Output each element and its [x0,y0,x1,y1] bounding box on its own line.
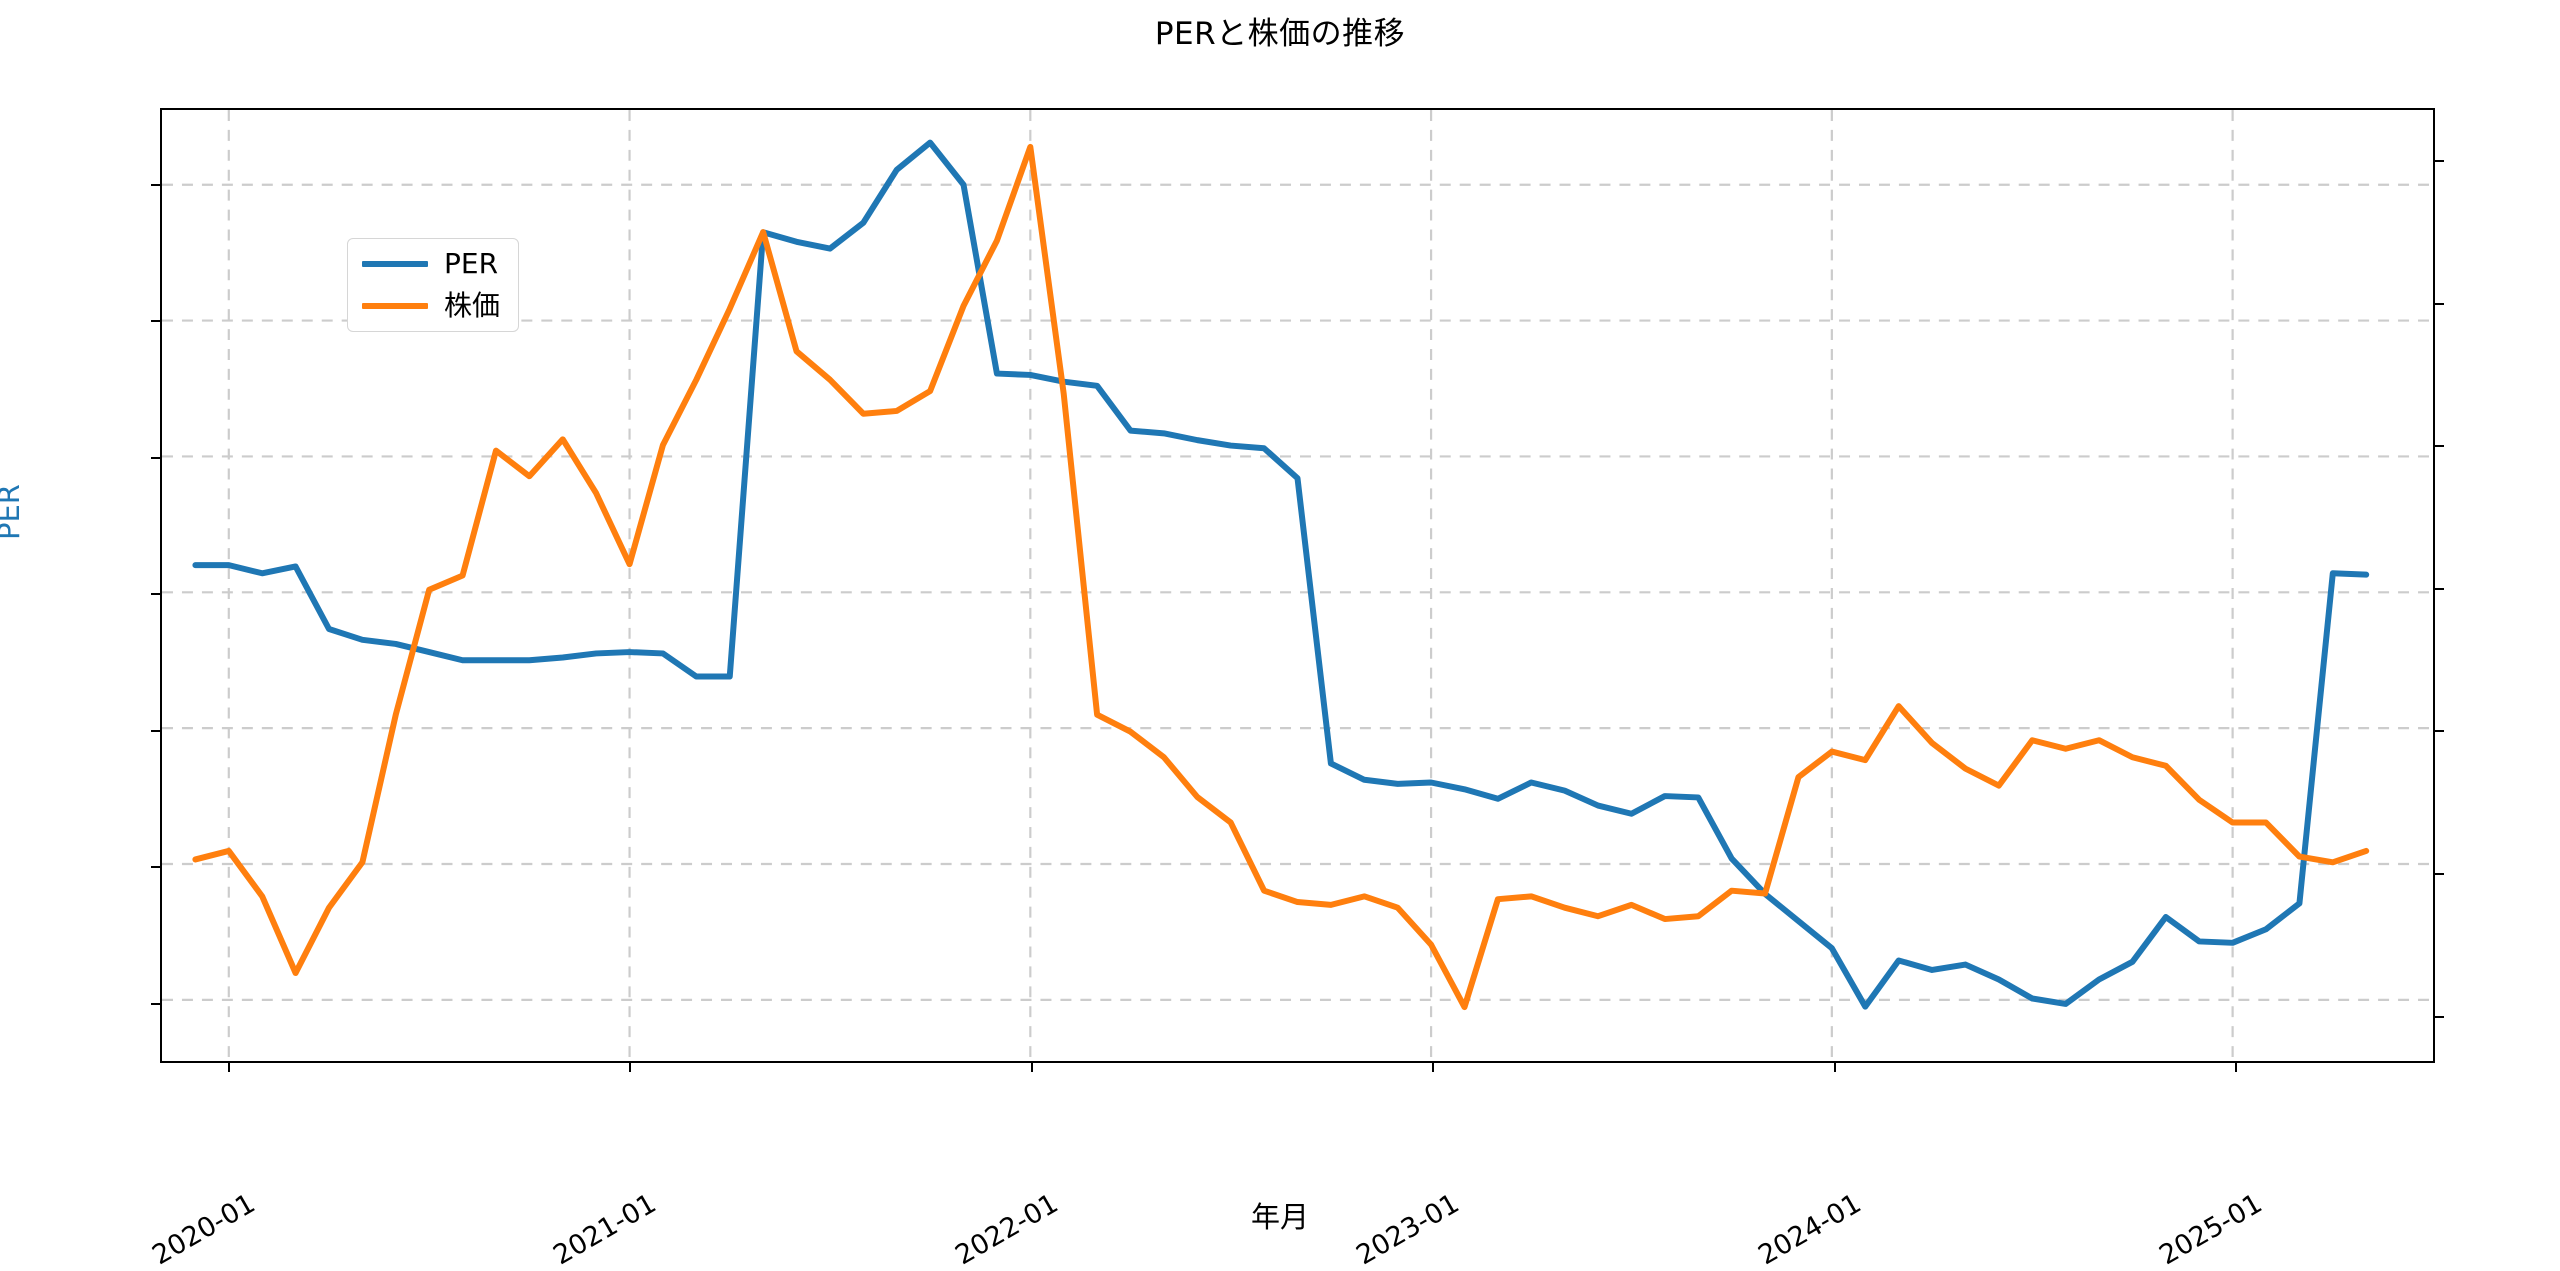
y-axis-left-tick-mark [151,1002,162,1005]
y-axis-right-tick-mark [2433,302,2444,305]
y-axis-left-tick-mark [151,184,162,187]
y-axis-left-tick-mark [151,866,162,869]
chart-title: PERと株価の推移 [1154,16,1406,52]
legend-item-per[interactable]: PER [362,250,500,278]
x-axis-tick-mark [1030,1061,1033,1072]
x-axis-tick-mark [1432,1061,1435,1072]
legend-swatch-per [362,261,428,267]
y-axis-left-label: PER [0,484,26,540]
series-line-price [192,143,2370,1011]
x-axis-label: 年月 [1250,1200,1309,1234]
x-axis-tick-mark [2235,1061,2238,1072]
y-axis-right-tick-mark [2433,873,2444,875]
plot-area: −300−200−1000100200300 10001500200025003… [147,108,2444,1271]
y-axis-left-tick-mark [151,593,162,596]
legend-label-per: PER [444,247,499,280]
y-axis-right-tick-mark [2433,1015,2444,1018]
y-axis-left-tick-mark [151,729,162,732]
legend-label-price: 株価 [444,289,501,322]
chart-legend[interactable]: PER 株価 [347,238,520,332]
y-axis-right-tick-mark [2433,730,2444,733]
legend-swatch-price [362,303,428,309]
y-axis-left-tick-mark [151,456,162,459]
x-axis-tick-mark [227,1061,230,1072]
x-axis-tick-mark [629,1061,632,1072]
y-axis-right-tick-mark [2433,445,2444,448]
y-axis-right-label: 株価（円） [2553,495,2560,640]
series-lines-layer [192,139,2370,1011]
series-line-per [192,139,2370,1010]
y-axis-right-tick-mark [2433,587,2444,590]
legend-item-price[interactable]: 株価 [362,292,500,320]
y-axis-left-tick-mark [151,320,162,323]
y-axis-right-tick-mark [2433,160,2444,163]
x-axis-tick-mark [1833,1061,1836,1072]
